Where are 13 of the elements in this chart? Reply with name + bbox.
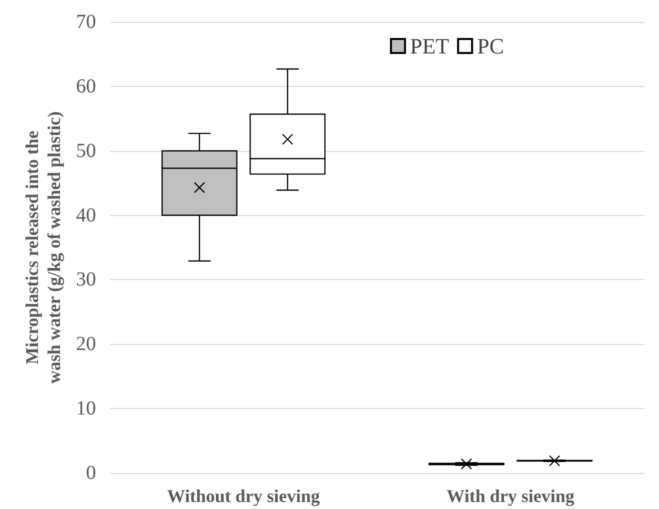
y-tick-label: 10 [76,398,96,420]
y-tick-label: 40 [76,204,96,226]
y-tick-label: 0 [86,462,96,484]
y-tick-label: 20 [76,333,96,356]
y-axis-title: Microplastics released into the wash water (g/kg of washed plastic) [22,111,64,384]
x-tick-label: With dry sieving [446,486,574,506]
x-tick-label: Without dry sieving [167,486,320,506]
y-tick-label: 70 [76,11,96,33]
legend-label: PET [410,34,450,58]
legend-label: PC [477,34,504,58]
y-tick-label: 50 [76,140,96,162]
y-tick-label: 30 [76,268,96,291]
y-tick-label: 60 [76,75,96,98]
